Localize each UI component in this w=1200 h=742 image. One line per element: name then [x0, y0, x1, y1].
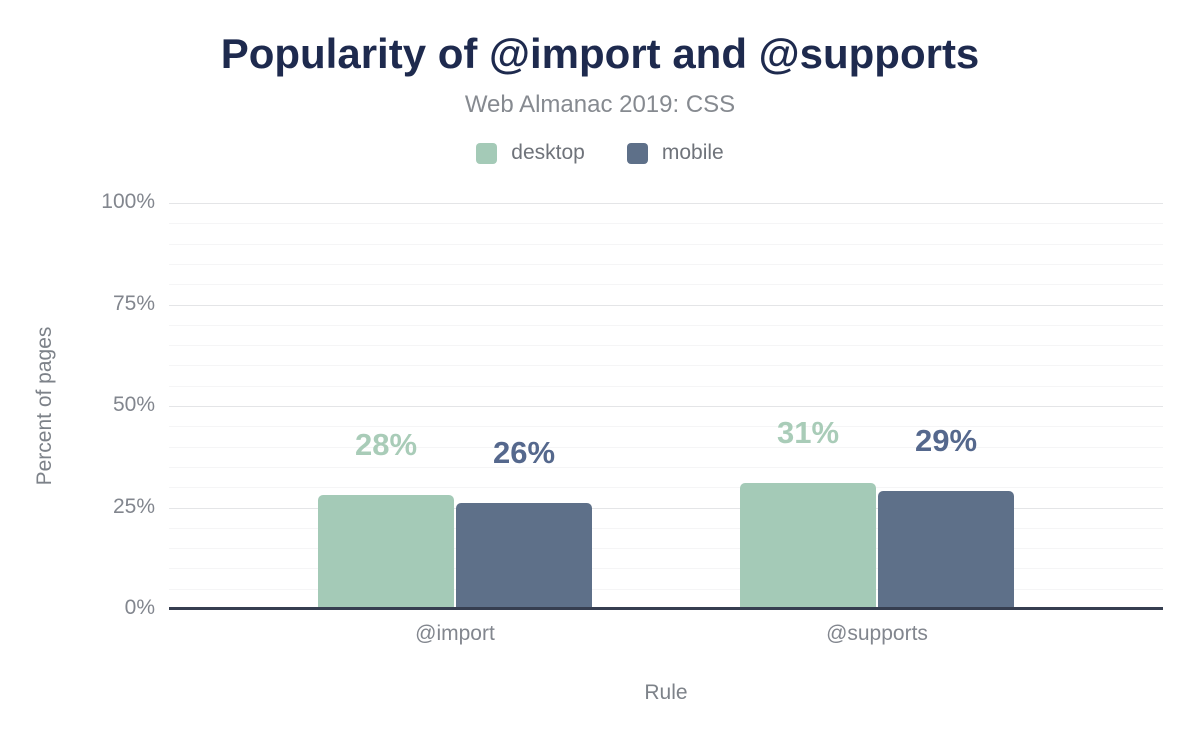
legend-item-desktop: desktop	[476, 141, 585, 165]
y-tick-label: 75%	[112, 292, 155, 315]
y-tick-label: 0%	[124, 596, 155, 619]
gridline-minor	[169, 426, 1163, 427]
legend-label: mobile	[661, 141, 724, 164]
gridline-minor	[169, 487, 1163, 488]
x-axis-line	[169, 607, 1163, 610]
gridline-minor	[169, 325, 1163, 326]
gridline-minor	[169, 568, 1163, 569]
y-tick-label: 25%	[112, 495, 155, 518]
gridline-major	[169, 305, 1163, 306]
legend: desktop mobile	[0, 141, 1200, 165]
bar-desktop-supports[interactable]	[740, 483, 876, 609]
bar-value-label: 28%	[354, 427, 418, 462]
bar-value-label: 29%	[914, 423, 978, 458]
gridline-minor	[169, 589, 1163, 590]
legend-label: desktop	[511, 141, 585, 164]
gridline-minor	[169, 365, 1163, 366]
x-tick-label: @supports	[826, 622, 928, 645]
gridline-minor	[169, 528, 1163, 529]
bar-mobile-import[interactable]	[456, 503, 592, 609]
plot-area: 28% 26% 31% 29%	[169, 203, 1163, 610]
y-tick-label: 50%	[112, 393, 155, 416]
gridline-minor	[169, 284, 1163, 285]
gridline-minor	[169, 223, 1163, 224]
gridline-minor	[169, 244, 1163, 245]
gridline-major	[169, 508, 1163, 509]
x-axis-title: Rule	[644, 681, 688, 704]
gridline-minor	[169, 447, 1163, 448]
legend-swatch-desktop	[476, 142, 498, 164]
gridline-minor	[169, 386, 1163, 387]
gridline-minor	[169, 264, 1163, 265]
gridline-minor	[169, 467, 1163, 468]
gridline-major	[169, 406, 1163, 407]
chart-title: Popularity of @import and @supports	[220, 30, 980, 77]
legend-item-mobile: mobile	[626, 141, 724, 165]
bar-value-label: 31%	[776, 415, 840, 450]
bar-value-label: 26%	[492, 435, 556, 470]
bar-mobile-supports[interactable]	[878, 491, 1014, 609]
bar-desktop-import[interactable]	[318, 495, 454, 609]
gridline-minor	[169, 548, 1163, 549]
x-tick-label: @import	[415, 622, 495, 645]
chart-subtitle: Web Almanac 2019: CSS	[464, 91, 736, 118]
y-tick-label: 100%	[101, 190, 155, 213]
gridline-major	[169, 203, 1163, 204]
legend-swatch-mobile	[626, 142, 648, 164]
y-axis-title: Percent of pages	[33, 326, 56, 486]
gridline-minor	[169, 345, 1163, 346]
